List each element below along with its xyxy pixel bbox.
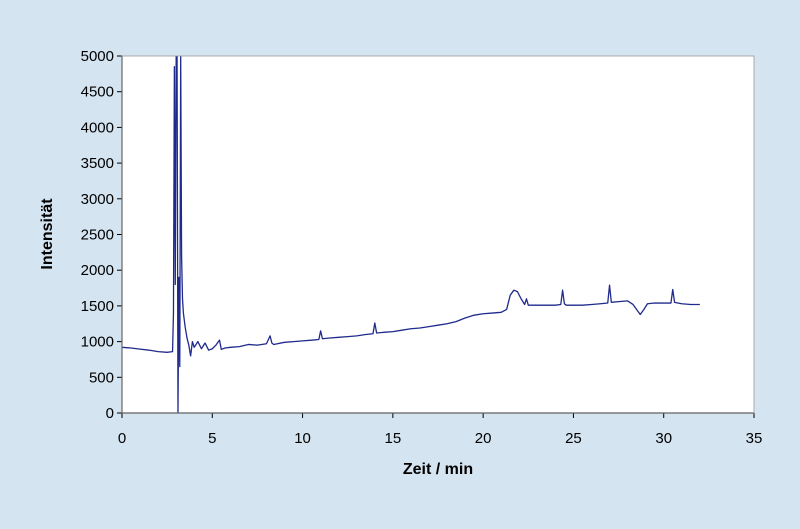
x-tick-label: 25	[565, 430, 582, 447]
x-tick-label: 5	[208, 430, 216, 447]
x-tick-label: 35	[746, 430, 763, 447]
plot-border	[121, 55, 755, 414]
x-axis-title: Zeit / min	[403, 461, 473, 478]
x-tick-label: 0	[118, 430, 126, 447]
x-tick-label: 10	[294, 430, 311, 447]
series-line-1	[122, 56, 700, 413]
y-tick-label: 3500	[81, 155, 114, 172]
y-tick-label: 5000	[81, 48, 114, 65]
x-tick-label: 30	[655, 430, 672, 447]
y-tick-label: 2500	[81, 227, 114, 244]
y-tick-label: 0	[106, 405, 114, 422]
y-tick-label: 1000	[81, 334, 114, 351]
y-tick-label: 2000	[81, 262, 114, 279]
y-axis-title: Intensität	[39, 198, 56, 270]
y-tick-label: 500	[89, 369, 114, 386]
y-tick-label: 4500	[81, 84, 114, 101]
x-tick-label: 20	[475, 430, 492, 447]
y-tick-label: 3000	[81, 191, 114, 208]
x-tick-label: 15	[385, 430, 402, 447]
y-tick-label: 1500	[81, 298, 114, 315]
plot-area	[122, 56, 754, 413]
y-tick-label: 4000	[81, 119, 114, 136]
